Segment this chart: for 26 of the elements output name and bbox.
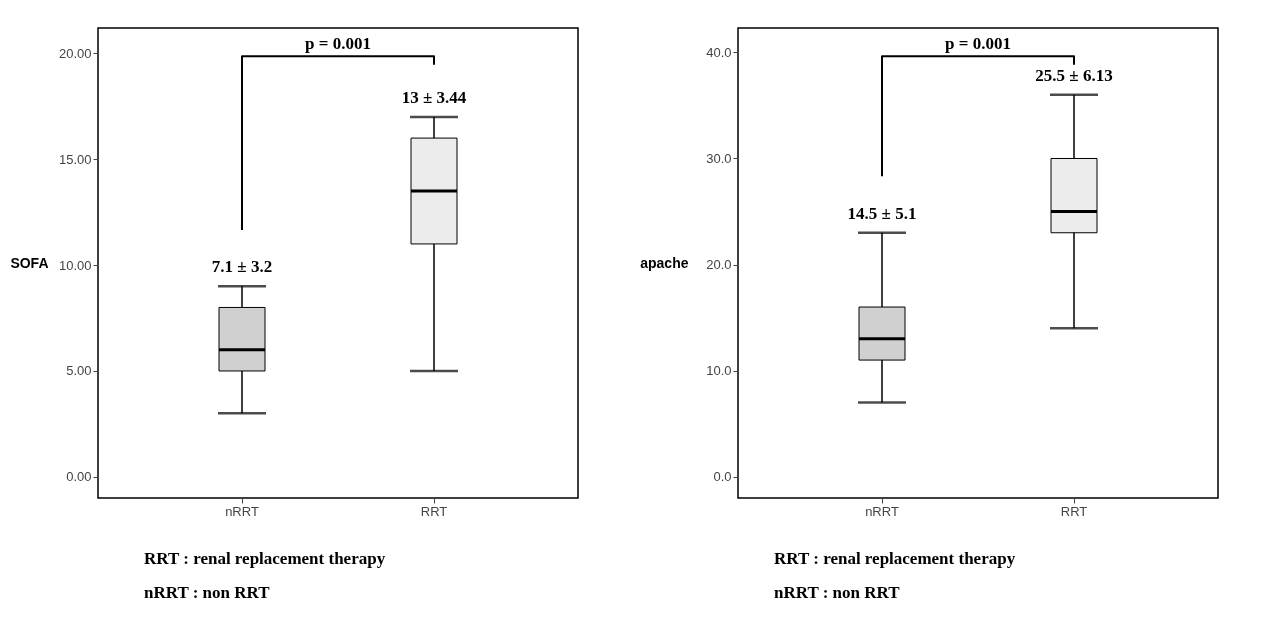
annotation: p = 0.001	[305, 34, 371, 54]
y-tick-label: 0.0	[713, 469, 732, 485]
y-tick-label: 10.00	[58, 257, 92, 273]
x-tick-label: RRT	[1060, 503, 1088, 519]
text: nRRT : non RRT	[144, 583, 271, 603]
x-tick-label: RRT	[420, 503, 448, 519]
x-tick-label: nRRT	[225, 503, 259, 519]
annotation: 25.5 ± 6.13	[1035, 65, 1113, 85]
y-axis-title: SOFA	[10, 254, 49, 271]
y-tick-label: 10.0	[706, 363, 732, 379]
y-tick-label: 15.00	[58, 151, 92, 167]
annotation: 7.1 ± 3.2	[211, 257, 273, 277]
annotation: 13 ± 3.44	[401, 87, 467, 107]
text: nRRT : non RRT	[774, 583, 901, 603]
text: RRT : renal replacement therapy	[774, 549, 1017, 569]
y-tick-label: 20.00	[58, 45, 92, 61]
y-tick-label: 5.00	[66, 363, 92, 379]
annotation: 14.5 ± 5.1	[847, 203, 917, 223]
annotation: p = 0.001	[945, 34, 1011, 54]
y-tick-label: 40.0	[706, 44, 732, 60]
text: RRT : renal replacement therapy	[144, 549, 387, 569]
y-axis-title: apache	[640, 254, 689, 271]
y-tick-label: 20.0	[706, 257, 732, 273]
y-tick-label: 30.0	[706, 151, 732, 166]
x-tick-label: nRRT	[865, 503, 899, 519]
y-tick-label: 0.00	[66, 469, 92, 485]
